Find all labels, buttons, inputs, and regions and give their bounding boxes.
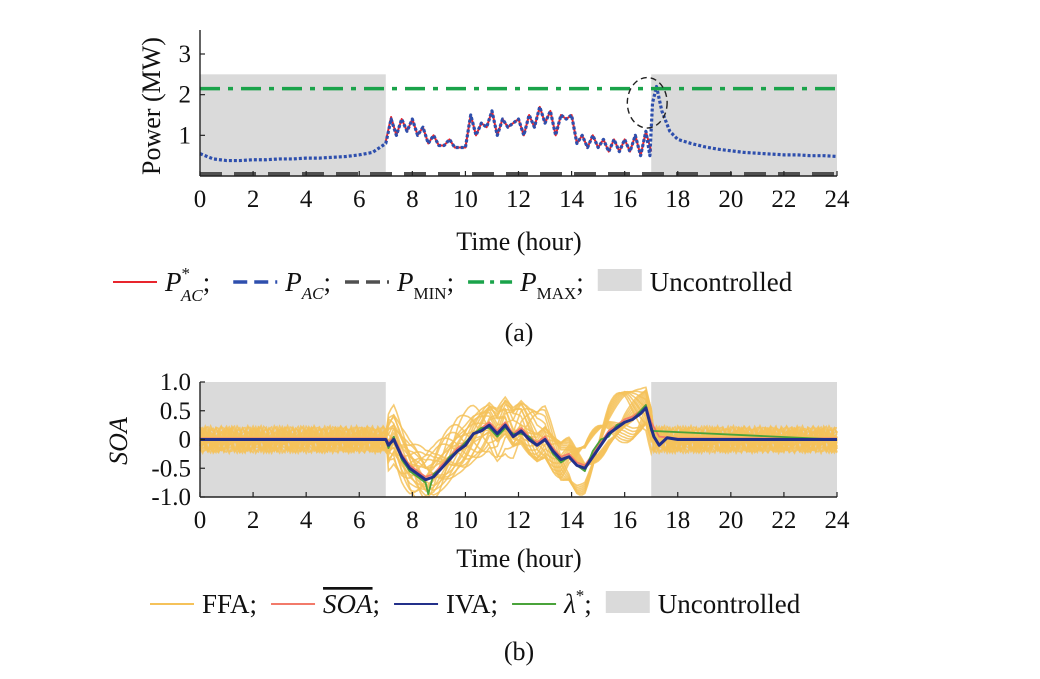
legend-label: FFA; [202, 589, 257, 619]
legend-a: P* AC; PAC; PMIN; PMAX; Uncontrolled [113, 264, 793, 305]
x-tick-label: 2 [247, 507, 260, 534]
y-tick-label: 1 [179, 122, 192, 149]
x-tick-label: 14 [559, 186, 585, 213]
panel-label-a: (a) [505, 318, 534, 347]
x-tick-label: 16 [612, 507, 637, 534]
x-tick-label: 8 [406, 507, 419, 534]
x-tick-label: 24 [825, 507, 851, 534]
x-tick-label: 10 [453, 507, 478, 534]
x-axis-label-a: Time (hour) [456, 227, 581, 256]
series-group-b [200, 404, 838, 496]
y-tick-label: -0.5 [151, 455, 191, 482]
legend-swatch-uncontrolled [605, 591, 650, 613]
chart-panel-a: 0 2 4 6 8 10 12 14 16 18 20 22 24 123 Power (MW) Tim… [113, 30, 850, 347]
legend-label: PMAX; [519, 267, 584, 303]
legend-label: Uncontrolled [658, 589, 801, 619]
ffa-line [199, 390, 838, 466]
x-tick-label: 24 [825, 186, 851, 213]
legend-label: Uncontrolled [650, 267, 793, 297]
legend-b: FFA; SOA; IVA; λ*; Uncontrolled [150, 586, 801, 619]
y-ticks-b: 1.00.50-0.5-1.0 [151, 369, 205, 511]
x-tick-label: 22 [771, 186, 796, 213]
x-ticks-a: 0 2 4 6 8 10 12 14 16 18 20 22 24 [194, 171, 850, 213]
series-line-iva [200, 406, 837, 482]
y-tick-label: 3 [179, 41, 192, 68]
legend-label: IVA; [446, 589, 498, 619]
x-tick-label: 6 [353, 186, 366, 213]
x-tick-label: 20 [718, 186, 743, 213]
x-tick-label: 16 [612, 186, 637, 213]
x-tick-label: 12 [506, 507, 531, 534]
y-axis-label-b: SOA [104, 417, 133, 465]
legend-label: SOA; [323, 589, 380, 619]
x-tick-label: 4 [300, 507, 313, 534]
x-tick-label: 22 [771, 507, 796, 534]
x-axis-label-b: Time (hour) [456, 544, 581, 573]
chart-panel-b: 0 2 4 6 8 10 12 14 16 18 20 22 24 1.00.50-0.5-1.0 SO… [104, 369, 850, 666]
x-tick-label: 4 [300, 186, 313, 213]
y-tick-label: 2 [179, 82, 192, 109]
annotation-group-a [626, 76, 668, 129]
y-ticks-a: 1 2 3 [179, 41, 205, 149]
panel-label-b: (b) [504, 637, 534, 666]
x-tick-label: 18 [665, 507, 690, 534]
ffa-line [199, 399, 838, 472]
y-tick-label: 0 [179, 427, 192, 454]
legend-label: P* AC; [164, 264, 210, 305]
x-tick-label: 6 [353, 507, 366, 534]
legend-label: λ*; [563, 586, 592, 619]
x-tick-label: 2 [247, 186, 260, 213]
x-tick-label: 20 [718, 507, 743, 534]
x-tick-label: 0 [194, 186, 207, 213]
series-line-soa_mean [200, 404, 837, 478]
x-tick-label: 18 [665, 186, 690, 213]
series-line-p_ac [199, 84, 838, 163]
legend-label: PMIN; [396, 267, 454, 303]
y-axis-label-a: Power (MW) [137, 37, 166, 175]
x-tick-label: 8 [406, 186, 419, 213]
y-tick-label: 1.0 [160, 369, 191, 396]
y-tick-label: 0.5 [160, 398, 191, 425]
x-tick-label: 12 [506, 186, 531, 213]
x-tick-label: 10 [453, 186, 478, 213]
x-tick-label: 0 [194, 507, 207, 534]
x-ticks-b: 0 2 4 6 8 10 12 14 16 18 20 22 24 [194, 492, 850, 534]
uncontrolled-region-1 [651, 74, 837, 176]
x-tick-label: 14 [559, 507, 585, 534]
annotation-circle [626, 76, 668, 129]
legend-swatch-uncontrolled [597, 269, 642, 291]
legend-label: PAC; [284, 267, 331, 303]
y-tick-label: -1.0 [151, 484, 191, 511]
